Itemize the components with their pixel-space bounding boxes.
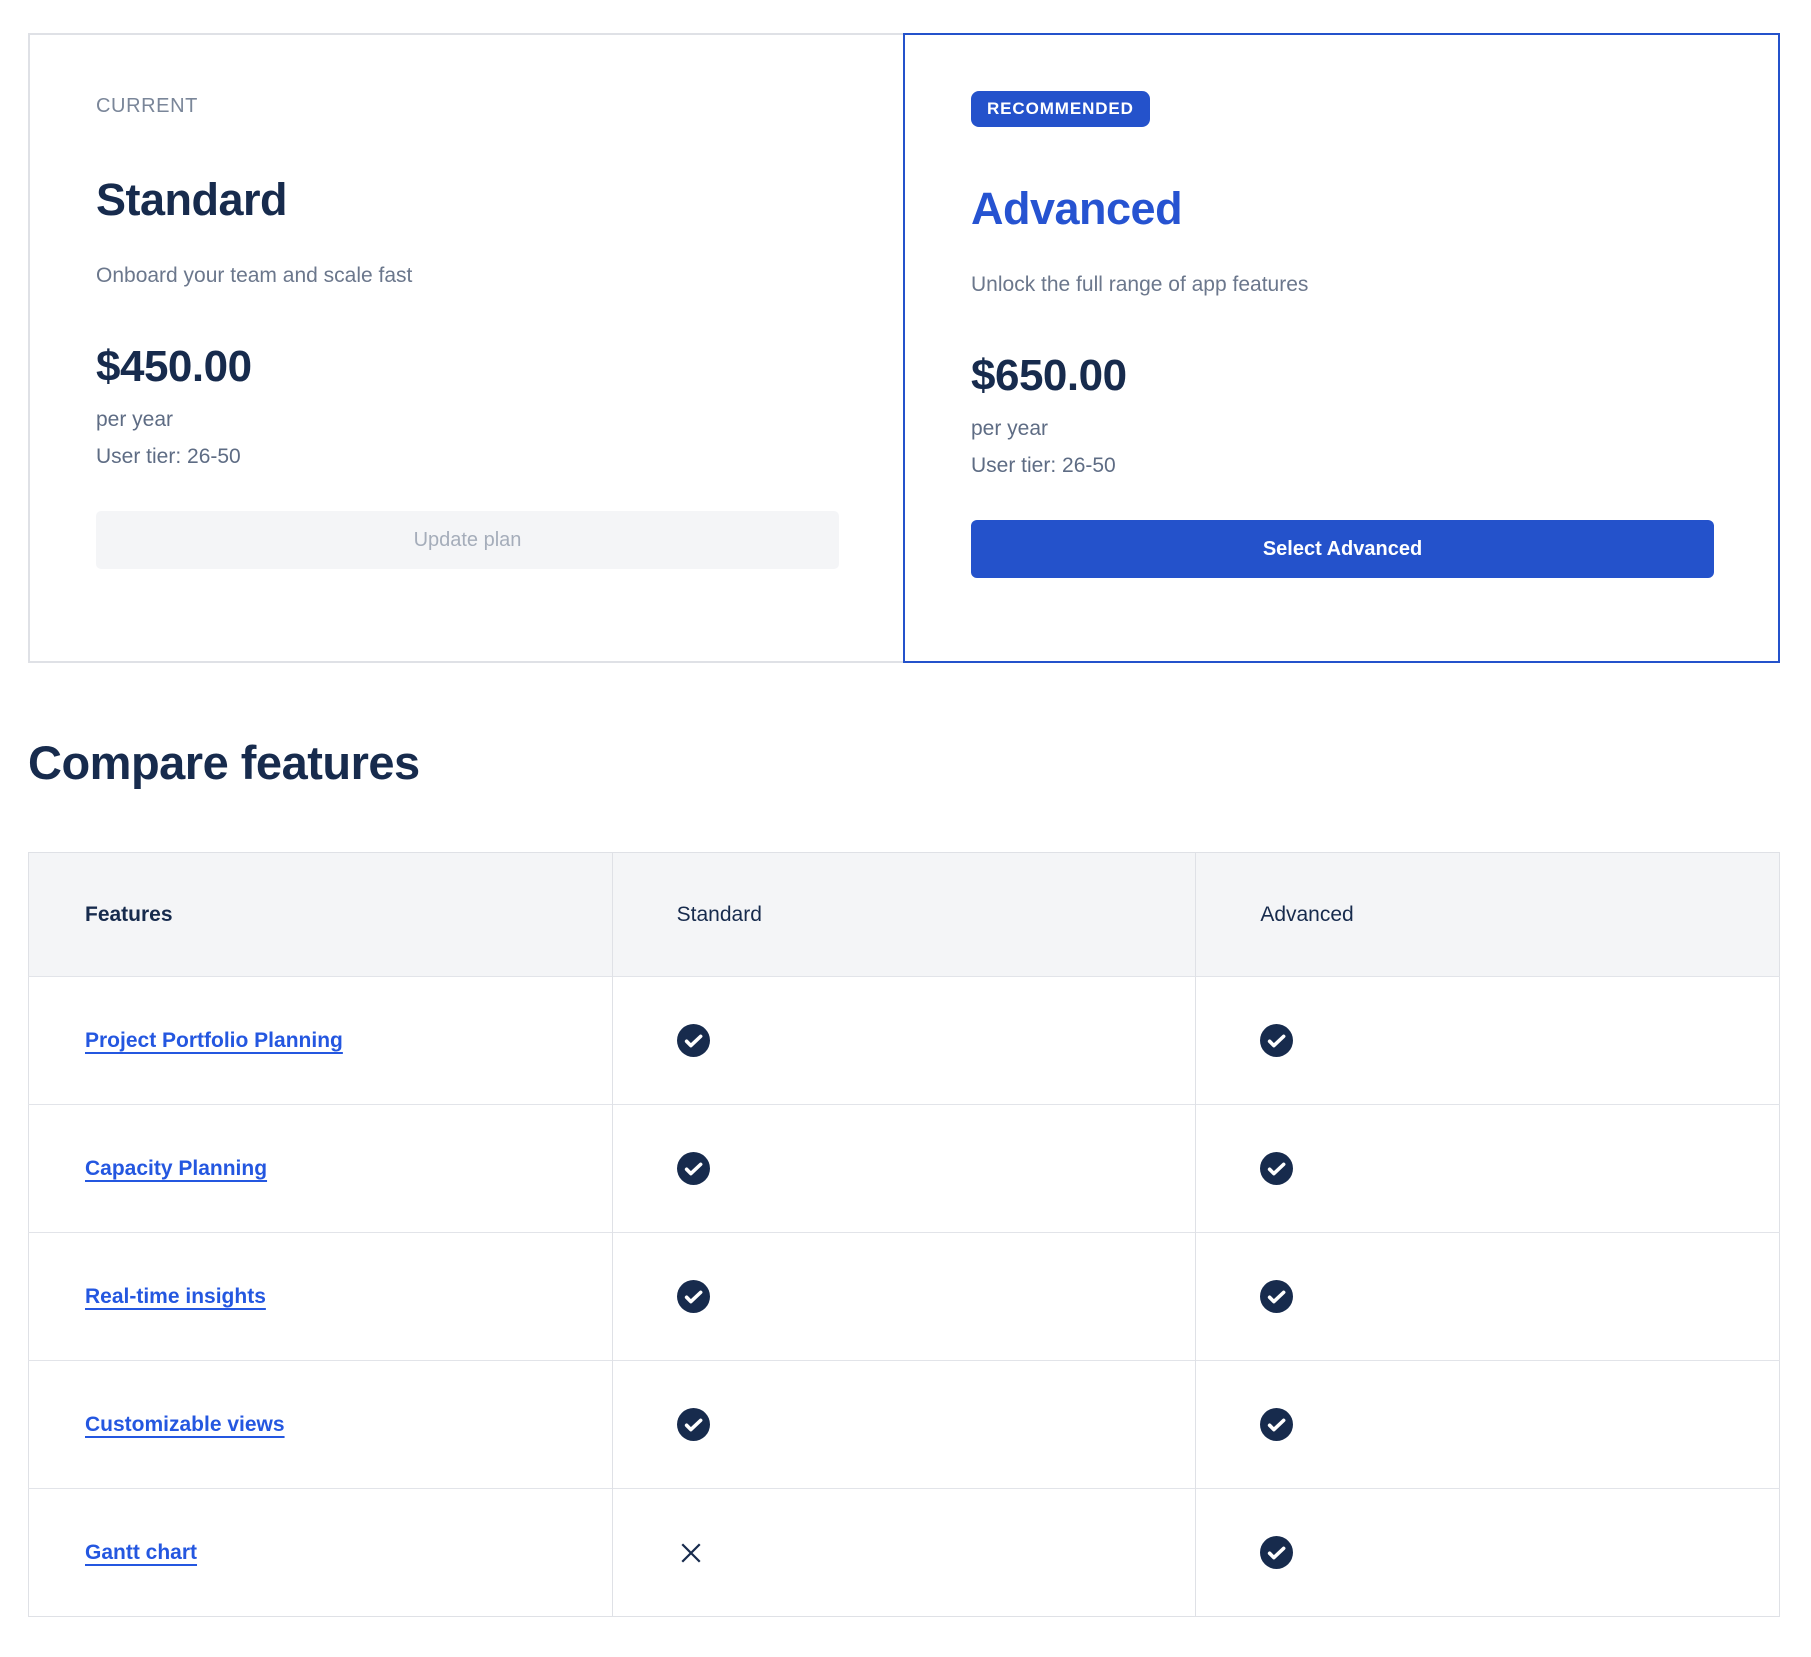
standard-availability-cell <box>612 1361 1196 1489</box>
compare-features-heading: Compare features <box>28 735 1780 790</box>
plan-price-advanced: $650.00 <box>971 351 1714 401</box>
standard-availability-cell <box>612 1233 1196 1361</box>
standard-availability-cell <box>612 1105 1196 1233</box>
update-plan-button[interactable]: Update plan <box>96 511 839 569</box>
table-row: Project Portfolio Planning <box>29 977 1780 1105</box>
check-circle-icon <box>677 1024 710 1057</box>
plan-description-standard: Onboard your team and scale fast <box>96 264 839 288</box>
advanced-availability-cell <box>1196 1361 1780 1489</box>
plan-cards-row: CURRENT Standard Onboard your team and s… <box>28 33 1780 663</box>
billing-plans-page: CURRENT Standard Onboard your team and s… <box>0 0 1811 1649</box>
check-circle-icon <box>1260 1536 1293 1569</box>
advanced-availability-cell <box>1196 1233 1780 1361</box>
billing-period-advanced: per year <box>971 417 1714 441</box>
table-row: Customizable views <box>29 1361 1780 1489</box>
plan-price-standard: $450.00 <box>96 342 839 392</box>
check-circle-icon <box>677 1152 710 1185</box>
plan-description-advanced: Unlock the full range of app features <box>971 273 1714 297</box>
plan-name-advanced: Advanced <box>971 183 1714 235</box>
column-header-standard: Standard <box>612 853 1196 977</box>
feature-link[interactable]: Capacity Planning <box>85 1157 267 1180</box>
select-advanced-button[interactable]: Select Advanced <box>971 520 1714 578</box>
table-row: Gantt chart <box>29 1489 1780 1617</box>
advanced-availability-cell <box>1196 977 1780 1105</box>
advanced-availability-cell <box>1196 1489 1780 1617</box>
x-icon <box>677 1539 705 1567</box>
advanced-availability-cell <box>1196 1105 1780 1233</box>
check-circle-icon <box>677 1408 710 1441</box>
column-header-advanced: Advanced <box>1196 853 1780 977</box>
feature-link[interactable]: Project Portfolio Planning <box>85 1029 343 1052</box>
current-plan-label: CURRENT <box>96 95 839 118</box>
check-circle-icon <box>1260 1408 1293 1441</box>
feature-comparison-table: Features Standard Advanced Project Portf… <box>28 852 1780 1617</box>
user-tier-standard: User tier: 26-50 <box>96 445 839 469</box>
column-header-features: Features <box>29 853 613 977</box>
plan-name-standard: Standard <box>96 174 839 226</box>
check-circle-icon <box>677 1280 710 1313</box>
recommended-badge: RECOMMENDED <box>971 91 1150 127</box>
check-circle-icon <box>1260 1024 1293 1057</box>
standard-availability-cell <box>612 1489 1196 1617</box>
feature-link[interactable]: Gantt chart <box>85 1541 197 1564</box>
user-tier-advanced: User tier: 26-50 <box>971 454 1714 478</box>
check-circle-icon <box>1260 1280 1293 1313</box>
table-row: Capacity Planning <box>29 1105 1780 1233</box>
feature-link[interactable]: Real-time insights <box>85 1285 266 1308</box>
feature-link[interactable]: Customizable views <box>85 1413 285 1436</box>
plan-card-standard: CURRENT Standard Onboard your team and s… <box>28 33 903 663</box>
plan-card-advanced: RECOMMENDED Advanced Unlock the full ran… <box>903 33 1780 663</box>
table-header-row: Features Standard Advanced <box>29 853 1780 977</box>
check-circle-icon <box>1260 1152 1293 1185</box>
standard-availability-cell <box>612 977 1196 1105</box>
billing-period-standard: per year <box>96 408 839 432</box>
table-row: Real-time insights <box>29 1233 1780 1361</box>
